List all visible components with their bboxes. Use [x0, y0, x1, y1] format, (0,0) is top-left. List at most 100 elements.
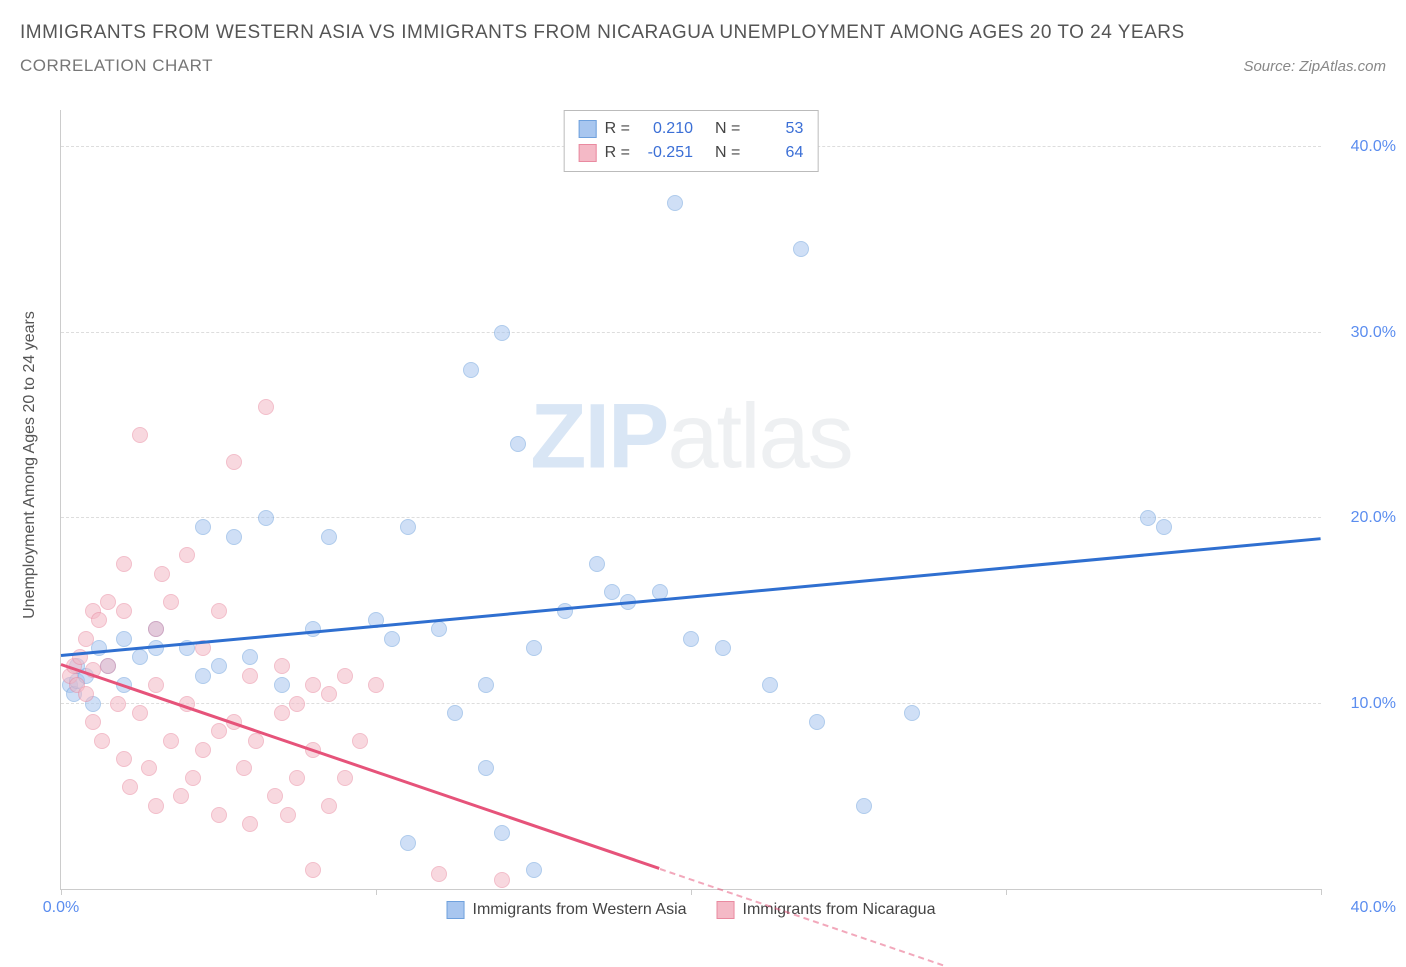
- scatter-point: [100, 658, 116, 674]
- legend-swatch: [579, 120, 597, 138]
- scatter-point: [148, 798, 164, 814]
- scatter-point: [154, 566, 170, 582]
- y-axis-label: Unemployment Among Ages 20 to 24 years: [21, 311, 39, 619]
- scatter-point: [715, 640, 731, 656]
- scatter-point: [132, 705, 148, 721]
- scatter-point: [211, 807, 227, 823]
- scatter-point: [1140, 510, 1156, 526]
- scatter-point: [242, 816, 258, 832]
- legend-label: Immigrants from Western Asia: [473, 901, 687, 919]
- scatter-point: [431, 866, 447, 882]
- n-label: N =: [715, 117, 740, 141]
- scatter-point: [148, 621, 164, 637]
- scatter-point: [116, 631, 132, 647]
- scatter-point: [132, 427, 148, 443]
- y-tick-label: 20.0%: [1351, 509, 1396, 527]
- header: IMMIGRANTS FROM WESTERN ASIA VS IMMIGRAN…: [0, 0, 1406, 76]
- scatter-point: [856, 798, 872, 814]
- x-tick-label: 40.0%: [1351, 899, 1396, 917]
- scatter-point: [163, 733, 179, 749]
- chart-title: IMMIGRANTS FROM WESTERN ASIA VS IMMIGRAN…: [20, 18, 1386, 48]
- scatter-point: [337, 668, 353, 684]
- scatter-chart: ZIPatlas R = 0.210 N = 53 R = -0.251 N =…: [60, 110, 1321, 890]
- scatter-point: [683, 631, 699, 647]
- subtitle-row: CORRELATION CHART Source: ZipAtlas.com: [20, 56, 1386, 76]
- gridline: [61, 332, 1321, 333]
- gridline: [61, 517, 1321, 518]
- scatter-point: [242, 668, 258, 684]
- scatter-point: [400, 835, 416, 851]
- scatter-point: [368, 677, 384, 693]
- scatter-point: [494, 872, 510, 888]
- scatter-point: [604, 584, 620, 600]
- scatter-point: [267, 788, 283, 804]
- scatter-point: [211, 603, 227, 619]
- scatter-point: [321, 798, 337, 814]
- scatter-point: [762, 677, 778, 693]
- legend-item: Immigrants from Nicaragua: [717, 901, 936, 919]
- x-tick-mark: [1006, 889, 1007, 895]
- r-label: R =: [605, 141, 630, 165]
- scatter-point: [384, 631, 400, 647]
- legend-swatch: [447, 901, 465, 919]
- scatter-point: [463, 362, 479, 378]
- scatter-point: [148, 677, 164, 693]
- scatter-point: [494, 825, 510, 841]
- legend-stats: R = 0.210 N = 53 R = -0.251 N = 64: [564, 110, 819, 172]
- y-tick-label: 40.0%: [1351, 138, 1396, 156]
- scatter-point: [236, 760, 252, 776]
- scatter-point: [289, 770, 305, 786]
- scatter-point: [211, 658, 227, 674]
- scatter-point: [305, 862, 321, 878]
- r-value: 0.210: [638, 117, 693, 141]
- legend-stats-row: R = -0.251 N = 64: [579, 141, 804, 165]
- scatter-point: [258, 510, 274, 526]
- scatter-point: [211, 723, 227, 739]
- scatter-point: [100, 594, 116, 610]
- scatter-point: [78, 631, 94, 647]
- watermark: ZIPatlas: [530, 385, 851, 490]
- scatter-point: [321, 529, 337, 545]
- legend-item: Immigrants from Western Asia: [447, 901, 687, 919]
- scatter-point: [478, 760, 494, 776]
- legend-series: Immigrants from Western Asia Immigrants …: [447, 901, 936, 919]
- scatter-point: [195, 742, 211, 758]
- y-tick-label: 10.0%: [1351, 695, 1396, 713]
- n-value: 53: [748, 117, 803, 141]
- x-tick-mark: [61, 889, 62, 895]
- y-tick-label: 30.0%: [1351, 324, 1396, 342]
- scatter-point: [85, 714, 101, 730]
- scatter-point: [526, 640, 542, 656]
- source-label: Source: ZipAtlas.com: [1243, 58, 1386, 75]
- scatter-point: [1156, 519, 1172, 535]
- scatter-point: [793, 241, 809, 257]
- scatter-point: [431, 621, 447, 637]
- scatter-point: [274, 677, 290, 693]
- x-tick-mark: [1321, 889, 1322, 895]
- scatter-point: [289, 696, 305, 712]
- scatter-point: [91, 612, 107, 628]
- scatter-point: [242, 649, 258, 665]
- scatter-point: [589, 556, 605, 572]
- scatter-point: [226, 529, 242, 545]
- n-value: 64: [748, 141, 803, 165]
- r-value: -0.251: [638, 141, 693, 165]
- scatter-point: [163, 594, 179, 610]
- x-tick-mark: [691, 889, 692, 895]
- scatter-point: [78, 686, 94, 702]
- scatter-point: [258, 399, 274, 415]
- scatter-point: [305, 677, 321, 693]
- legend-stats-row: R = 0.210 N = 53: [579, 117, 804, 141]
- scatter-point: [274, 705, 290, 721]
- scatter-point: [122, 779, 138, 795]
- legend-label: Immigrants from Nicaragua: [743, 901, 936, 919]
- scatter-point: [478, 677, 494, 693]
- scatter-point: [173, 788, 189, 804]
- scatter-point: [185, 770, 201, 786]
- n-label: N =: [715, 141, 740, 165]
- scatter-point: [195, 519, 211, 535]
- scatter-point: [321, 686, 337, 702]
- legend-swatch: [717, 901, 735, 919]
- scatter-point: [141, 760, 157, 776]
- scatter-point: [526, 862, 542, 878]
